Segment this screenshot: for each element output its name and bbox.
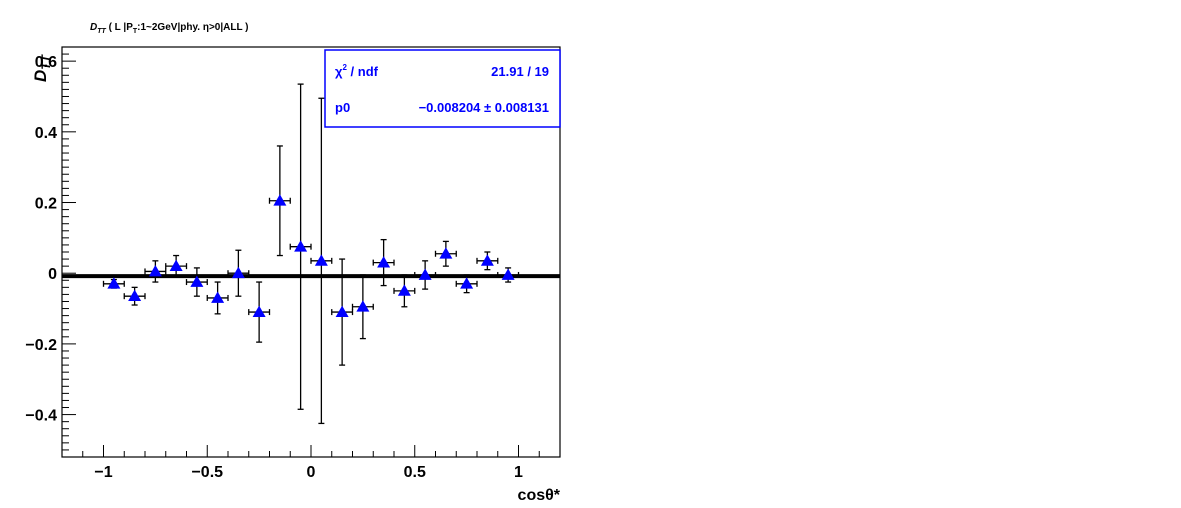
data-point: [393, 274, 416, 308]
y-tick-label: 0.6: [35, 54, 57, 71]
triangle-marker: [501, 268, 515, 280]
triangle-marker: [231, 266, 245, 279]
data-point: [351, 274, 374, 340]
x-tick-label: 0.5: [404, 464, 426, 481]
triangle-marker: [148, 264, 162, 277]
triangle-marker: [418, 268, 432, 280]
data-point: [289, 83, 312, 410]
data-point: [248, 281, 271, 343]
data-point: [102, 277, 125, 289]
stats-box: χ2 / ndf 21.91 / 19 p0 −0.008204 ± 0.008…: [324, 49, 561, 128]
x-tick-label: −0.5: [191, 464, 223, 481]
stats-chi2-value: 21.91 / 19: [491, 64, 549, 79]
y-axis-label: DTT: [31, 53, 53, 82]
triangle-marker: [335, 305, 349, 317]
x-tick-label: 1: [514, 464, 523, 481]
triangle-marker: [460, 277, 474, 289]
data-point: [331, 258, 354, 366]
triangle-marker: [128, 289, 142, 302]
x-axis-label: cosθ*: [518, 487, 561, 504]
triangle-marker: [107, 277, 121, 289]
data-point: [455, 274, 478, 294]
data-point: [206, 281, 229, 315]
x-tick-label: 0: [307, 464, 316, 481]
triangle-marker: [480, 254, 494, 266]
chart-title: DTT ( L |PT:1~2GeV|phy. η>0|ALL ): [90, 22, 249, 35]
triangle-marker: [356, 300, 370, 312]
data-point: [434, 240, 457, 267]
y-tick-label: 0.2: [35, 196, 57, 213]
data-point: [476, 251, 499, 271]
triangle-marker: [439, 247, 453, 259]
x-tick-label: −1: [94, 464, 112, 481]
axis-ticks: −1 −0.5 0 0.5 1 −0.4 −0.2 0 0.2 0.4 0.6: [25, 46, 561, 481]
triangle-marker: [273, 194, 287, 206]
data-point: [123, 286, 146, 306]
data-point: [144, 260, 167, 283]
stats-p0-value: −0.008204 ± 0.008131: [419, 100, 549, 115]
triangle-marker: [211, 291, 225, 303]
data-point: [227, 249, 250, 297]
stats-box-frame: [324, 49, 561, 128]
data-point: [414, 260, 437, 290]
y-tick-label: −0.4: [25, 408, 57, 425]
triangle-marker: [169, 259, 183, 272]
data-point: [165, 254, 188, 278]
y-tick-label: 0: [48, 266, 57, 283]
triangle-marker: [314, 254, 328, 266]
data-point: [185, 267, 208, 297]
triangle-marker: [377, 256, 391, 268]
triangle-marker: [294, 240, 308, 252]
triangle-marker: [190, 275, 204, 287]
triangle-marker: [397, 284, 411, 296]
stats-p0-label: p0: [335, 100, 350, 115]
data-point: [372, 238, 395, 287]
data-point: [497, 267, 520, 283]
y-tick-label: −0.2: [25, 337, 57, 354]
data-points: [102, 83, 520, 425]
data-point: [310, 97, 333, 425]
y-tick-label: 0.4: [35, 125, 57, 142]
data-point: [268, 145, 291, 257]
stats-chi2-label: χ2 / ndf: [335, 63, 379, 79]
triangle-marker: [252, 305, 266, 317]
